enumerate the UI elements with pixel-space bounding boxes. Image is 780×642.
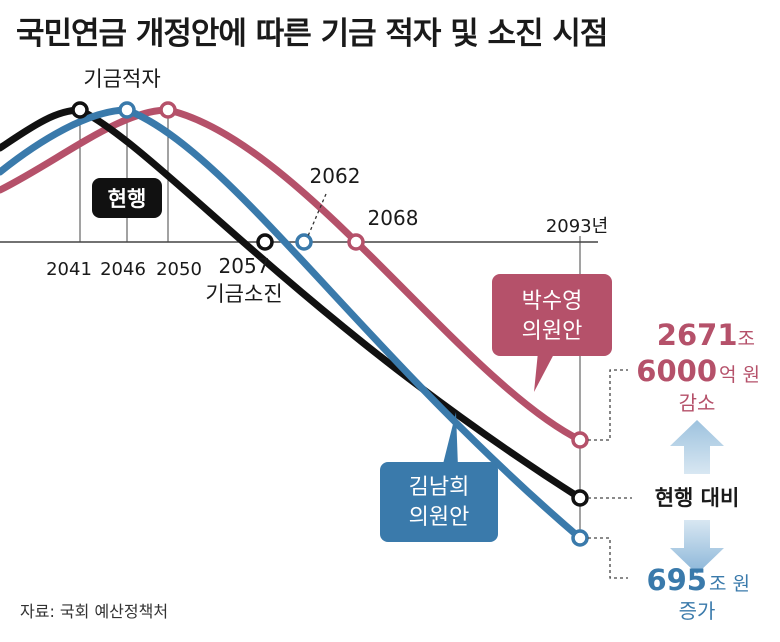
point-park-depletion <box>347 233 365 251</box>
park-box-line1: 박수영 <box>522 289 583 314</box>
leader-2062 <box>307 193 327 237</box>
series-line-park <box>0 106 584 444</box>
point-current-peak <box>71 101 89 119</box>
kim-box-line1: 김남희 <box>409 475 470 500</box>
current-box <box>92 178 162 218</box>
label-2068: 2068 <box>368 206 419 230</box>
decrease-big1: 2671 <box>657 318 738 352</box>
arrow-down-icon <box>670 520 724 574</box>
source-note: 자료: 국회 예산정책처 <box>20 602 169 621</box>
axis-end-label: 2093년 <box>546 216 608 237</box>
series-line-kim <box>0 106 584 542</box>
label-depletion: 기금소진 <box>205 282 282 306</box>
decrease-word: 감소 <box>679 391 716 415</box>
connector-kim <box>588 537 628 579</box>
tick-label-2046: 2046 <box>100 259 146 280</box>
kim-box-line2: 의원안 <box>409 505 470 530</box>
point-current-2093 <box>571 489 589 507</box>
kim-box-pointer <box>442 412 458 468</box>
point-park-2093 <box>571 431 589 449</box>
tick-label-2050: 2050 <box>156 259 202 280</box>
point-current-depletion <box>256 233 274 251</box>
increase-amount: 695 조 원 <box>646 563 750 597</box>
decrease-amount-line1: 2671조 <box>657 318 755 352</box>
park-box-line2: 의원안 <box>522 319 583 344</box>
point-kim-peak <box>118 101 136 119</box>
increase-unit: 조 원 <box>709 573 750 595</box>
decrease-big2: 6000 <box>636 354 717 388</box>
point-kim-2093 <box>571 529 589 547</box>
point-park-peak <box>159 101 177 119</box>
connector-park <box>588 369 628 441</box>
increase-big: 695 <box>646 563 707 597</box>
decrease-unit1: 조 <box>738 328 755 350</box>
park-box-pointer <box>534 352 555 392</box>
compare-label: 현행 대비 <box>655 486 740 510</box>
decrease-amount-line2: 6000 억 원 <box>636 354 760 388</box>
arrow-up-icon <box>670 420 724 474</box>
park-box <box>492 274 612 356</box>
deficit-label: 기금적자 <box>83 67 160 91</box>
label-2062: 2062 <box>310 164 361 188</box>
current-box-label: 현행 <box>108 187 147 211</box>
kim-box <box>380 462 498 542</box>
decrease-unit2: 억 원 <box>719 364 760 386</box>
chart-title: 국민연금 개정안에 따른 기금 적자 및 소진 시점 <box>16 16 608 52</box>
tick-label-2041: 2041 <box>46 259 92 280</box>
increase-word: 증가 <box>679 599 716 623</box>
label-2057: 2057 <box>219 254 270 278</box>
point-kim-depletion <box>295 233 313 251</box>
